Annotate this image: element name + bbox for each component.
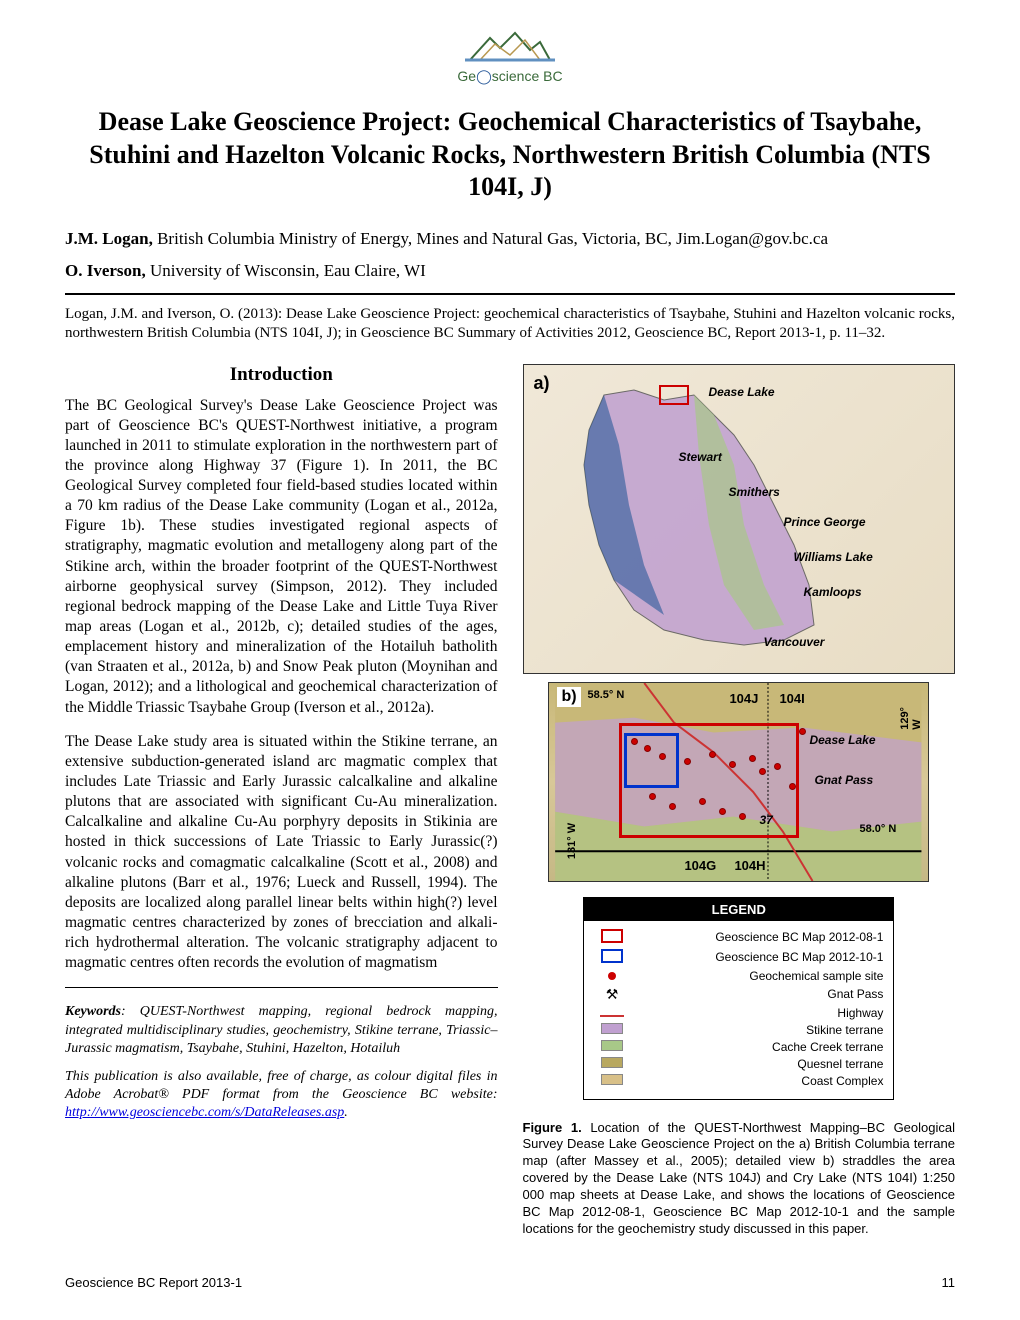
city-label-vancouver: Vancouver bbox=[764, 635, 825, 649]
legend-item-text: Gnat Pass bbox=[638, 987, 883, 1001]
legend-symbol-icon bbox=[594, 1006, 630, 1020]
intro-para-1: The BC Geological Survey's Dease Lake Ge… bbox=[65, 396, 498, 718]
keywords-text: Keywords: QUEST-Northwest mapping, regio… bbox=[65, 1003, 498, 1058]
nts-label: 104G bbox=[684, 858, 716, 873]
nts-label: 104H bbox=[734, 858, 765, 873]
footer-left: Geoscience BC Report 2013-1 bbox=[65, 1275, 242, 1290]
city-label-williams-lake: Williams Lake bbox=[794, 550, 873, 564]
coord-label: 129° W bbox=[899, 696, 923, 730]
legend-item-text: Coast Complex bbox=[638, 1074, 883, 1088]
location-label: Gnat Pass bbox=[814, 773, 873, 787]
coord-label: 131° W bbox=[567, 822, 579, 858]
footer-page-number: 11 bbox=[942, 1275, 956, 1290]
figure-1: a) Dease Lake Stewart Smithers Prince Georg… bbox=[523, 364, 956, 1238]
legend-row: Highway bbox=[594, 1006, 883, 1020]
city-label-stewart: Stewart bbox=[679, 450, 722, 464]
panel-a-label: a) bbox=[534, 373, 550, 394]
legend-item-text: Stikine terrane bbox=[638, 1023, 883, 1037]
legend-symbol-icon bbox=[594, 969, 630, 983]
legend-header: LEGEND bbox=[584, 898, 893, 921]
city-label-smithers: Smithers bbox=[729, 485, 780, 499]
legend-row: Coast Complex bbox=[594, 1074, 883, 1088]
legend-symbol-icon bbox=[594, 1074, 630, 1088]
legend-item-text: Cache Creek terrane bbox=[638, 1040, 883, 1054]
legend-row: ⚒ Gnat Pass bbox=[594, 986, 883, 1003]
legend-row: Cache Creek terrane bbox=[594, 1040, 883, 1054]
nts-label: 104I bbox=[779, 691, 804, 706]
geoscience-bc-logo: Ge◯science BC bbox=[457, 30, 562, 85]
city-label-prince-george: Prince George bbox=[784, 515, 866, 529]
legend-item-text: Geoscience BC Map 2012-08-1 bbox=[638, 930, 883, 944]
intro-para-2: The Dease Lake study area is situated wi… bbox=[65, 732, 498, 974]
legend-item-text: Geoscience BC Map 2012-10-1 bbox=[638, 950, 883, 964]
map-panel-a: a) Dease Lake Stewart Smithers Prince Georg… bbox=[523, 364, 956, 674]
map-b-blue-outline bbox=[624, 733, 679, 788]
map-panel-b: b) 58.5° N 129° W 131° W 58.0° N 104J 104I 10… bbox=[548, 682, 929, 882]
figure-1-caption: Figure 1. Location of the QUEST-Northwes… bbox=[523, 1120, 956, 1238]
legend-symbol-icon bbox=[594, 1023, 630, 1037]
panel-b-label: b) bbox=[557, 687, 580, 707]
citation-text: Logan, J.M. and Iverson, O. (2013): Deas… bbox=[65, 305, 955, 344]
left-column: Introduction The BC Geological Survey's … bbox=[65, 364, 498, 1253]
legend-item-text: Highway bbox=[638, 1006, 883, 1020]
logo-container: Ge◯science BC bbox=[65, 30, 955, 86]
location-label: 37 bbox=[759, 813, 772, 827]
legend-symbol-icon bbox=[594, 929, 630, 946]
legend-box: LEGEND Geoscience BC Map 2012-08-1Geosci… bbox=[583, 897, 894, 1100]
city-label-kamloops: Kamloops bbox=[804, 585, 862, 599]
authors-block: J.M. Logan, British Columbia Ministry of… bbox=[65, 229, 955, 281]
legend-row: Quesnel terrane bbox=[594, 1057, 883, 1071]
location-label: Dease Lake bbox=[809, 733, 875, 747]
page-footer: Geoscience BC Report 2013-1 11 bbox=[65, 1275, 955, 1290]
city-label-dease-lake: Dease Lake bbox=[709, 385, 775, 399]
map-a-study-area-box bbox=[659, 385, 689, 405]
legend-symbol-icon bbox=[594, 1040, 630, 1054]
divider-top bbox=[65, 293, 955, 295]
logo-text: Ge◯science BC bbox=[457, 68, 562, 85]
nts-label: 104J bbox=[729, 691, 758, 706]
sample-dot-icon bbox=[799, 728, 806, 735]
two-column-layout: Introduction The BC Geological Survey's … bbox=[65, 364, 955, 1253]
paper-title: Dease Lake Geoscience Project: Geochemic… bbox=[65, 106, 955, 204]
legend-item-text: Geochemical sample site bbox=[638, 969, 883, 983]
author-2: O. Iverson, University of Wisconsin, Eau… bbox=[65, 261, 955, 281]
legend-symbol-icon bbox=[594, 949, 630, 966]
legend-row: Geochemical sample site bbox=[594, 969, 883, 983]
legend-body: Geoscience BC Map 2012-08-1 Geoscience BC… bbox=[584, 921, 893, 1099]
legend-row: Geoscience BC Map 2012-08-1 bbox=[594, 929, 883, 946]
keywords-divider bbox=[65, 987, 498, 988]
author-1: J.M. Logan, British Columbia Ministry of… bbox=[65, 229, 955, 249]
data-release-link[interactable]: http://www.geosciencebc.com/s/DataReleas… bbox=[65, 1105, 344, 1120]
logo-mountain-icon bbox=[465, 30, 555, 65]
legend-item-text: Quesnel terrane bbox=[638, 1057, 883, 1071]
intro-heading: Introduction bbox=[65, 364, 498, 386]
legend-symbol-icon: ⚒ bbox=[594, 986, 630, 1003]
legend-row: Geoscience BC Map 2012-10-1 bbox=[594, 949, 883, 966]
coord-label: 58.5° N bbox=[587, 689, 624, 701]
legend-symbol-icon bbox=[594, 1057, 630, 1071]
right-column: a) Dease Lake Stewart Smithers Prince Georg… bbox=[523, 364, 956, 1253]
availability-text: This publication is also available, free… bbox=[65, 1068, 498, 1123]
coord-label: 58.0° N bbox=[859, 823, 896, 835]
legend-row: Stikine terrane bbox=[594, 1023, 883, 1037]
